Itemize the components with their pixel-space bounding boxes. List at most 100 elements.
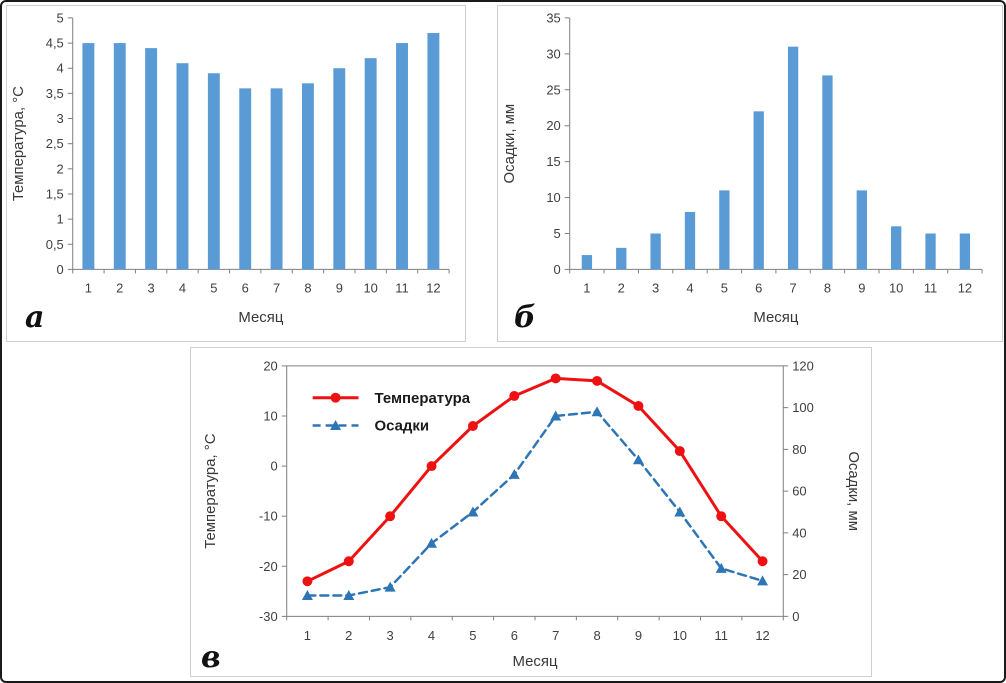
bar-month-7 (787, 46, 799, 270)
svg-text:100: 100 (792, 400, 814, 415)
svg-text:2: 2 (57, 161, 64, 176)
legend-label: Температура (374, 390, 470, 407)
svg-text:1: 1 (583, 280, 590, 295)
bar-month-11 (396, 43, 408, 270)
svg-text:8: 8 (593, 628, 600, 643)
svg-text:1: 1 (85, 280, 92, 295)
svg-text:20: 20 (792, 567, 806, 582)
bars (581, 46, 971, 270)
svg-text:1,5: 1,5 (46, 187, 64, 202)
bar-month-4 (176, 63, 189, 270)
bar-month-1 (581, 255, 593, 270)
svg-text:4: 4 (428, 628, 435, 643)
svg-text:5: 5 (721, 280, 728, 295)
right-y-axis-title: Осадки, мм (845, 451, 862, 531)
bar-month-3 (650, 233, 661, 270)
bar-month-6 (753, 111, 764, 270)
x-axis: 1 2 3 4 5 6 7 8 9 10 11 12 (72, 268, 450, 295)
right-axis: 0 20 40 60 80 100 120 (783, 358, 814, 624)
svg-text:10: 10 (673, 628, 687, 643)
svg-text:7: 7 (273, 280, 280, 295)
svg-text:3,5: 3,5 (46, 86, 64, 101)
x-axis-title: Месяц (238, 309, 283, 326)
svg-text:9: 9 (635, 628, 642, 643)
svg-text:3: 3 (148, 280, 155, 295)
svg-text:0,5: 0,5 (46, 237, 64, 252)
svg-text:0: 0 (792, 609, 799, 624)
panel-label-a: а (25, 300, 45, 335)
x-axis: 1 2 3 4 5 6 7 8 9 10 11 12 (286, 616, 784, 643)
svg-text:-30: -30 (259, 609, 278, 624)
svg-text:5: 5 (57, 10, 64, 25)
svg-text:120: 120 (792, 358, 814, 373)
svg-text:25: 25 (546, 82, 560, 97)
svg-text:5: 5 (554, 226, 561, 241)
plot-frame (286, 365, 784, 617)
svg-text:-10: -10 (259, 509, 278, 524)
svg-text:11: 11 (924, 280, 937, 295)
x-axis-title: Месяц (753, 309, 798, 326)
svg-text:7: 7 (789, 280, 796, 295)
bar-month-12 (959, 233, 971, 270)
svg-text:4: 4 (57, 61, 64, 76)
bar-month-5 (207, 73, 220, 270)
svg-text:20: 20 (263, 358, 277, 373)
panel-label-c: в (201, 640, 221, 675)
bar-month-5 (719, 190, 730, 270)
bar-month-9 (856, 190, 867, 270)
svg-text:0: 0 (554, 262, 561, 277)
panel-label-b: б (514, 300, 536, 335)
bar-month-4 (684, 211, 696, 270)
bar-month-9 (333, 68, 346, 270)
svg-text:30: 30 (546, 46, 560, 61)
svg-text:12: 12 (958, 280, 972, 295)
x-axis: 1 2 3 4 5 6 7 8 9 10 11 12 (569, 268, 983, 295)
svg-text:40: 40 (792, 525, 806, 540)
bar-month-10 (891, 226, 902, 270)
y-axis-title: Осадки, мм (501, 104, 518, 184)
svg-text:15: 15 (546, 154, 560, 169)
svg-text:1: 1 (304, 628, 311, 643)
svg-text:2: 2 (618, 280, 625, 295)
bar-month-8 (822, 75, 833, 270)
bars (82, 33, 440, 270)
svg-text:4: 4 (179, 280, 186, 295)
svg-text:9: 9 (858, 280, 865, 295)
svg-text:10: 10 (263, 409, 277, 424)
svg-text:3: 3 (387, 628, 394, 643)
svg-text:20: 20 (546, 118, 560, 133)
bar-month-2 (113, 43, 126, 270)
svg-text:6: 6 (242, 280, 249, 295)
svg-text:8: 8 (304, 280, 311, 295)
bar-month-12 (427, 33, 440, 270)
chart-c-panel: -30 -20 -10 0 10 20 0 20 40 60 80 100 120 1 2 3 4 5 6 7 8 9 10… (190, 347, 872, 677)
svg-text:4: 4 (686, 280, 693, 295)
svg-text:2: 2 (116, 280, 123, 295)
svg-text:10: 10 (546, 190, 560, 205)
svg-text:12: 12 (755, 628, 769, 643)
left-y-axis-title: Температура, °С (202, 433, 219, 548)
chart-a-panel: 0 0,5 1 1,5 2 2,5 3 3,5 4 4,5 5 1 2 3 4 5 6 7 8 9 10 11 12 Меся… (6, 5, 466, 342)
svg-text:10: 10 (363, 280, 377, 295)
bar-month-11 (925, 233, 936, 270)
svg-text:3: 3 (652, 280, 659, 295)
svg-text:0: 0 (57, 262, 64, 277)
svg-text:11: 11 (395, 280, 408, 295)
temperature-bar-chart: 00,511,522,533,544,551 2 3 4 5 6 7 8 9 10 11 12Меся… (10, 10, 450, 326)
svg-text:4,5: 4,5 (46, 36, 64, 51)
svg-text:11: 11 (714, 628, 727, 643)
svg-text:0: 0 (271, 459, 278, 474)
svg-text:3: 3 (57, 111, 64, 126)
svg-text:5: 5 (469, 628, 476, 643)
svg-text:7: 7 (552, 628, 559, 643)
bar-month-3 (145, 48, 158, 270)
chart-b-panel: 0 5 10 15 20 25 30 35 1 2 3 4 5 6 7 8 9 10 11 12 Месяц Осадки… (497, 5, 1003, 342)
legend-label: Осадки (374, 418, 429, 435)
svg-text:10: 10 (889, 280, 903, 295)
svg-text:2,5: 2,5 (46, 136, 64, 151)
left-axis: -30 -20 -10 0 10 20 (259, 358, 287, 624)
svg-text:60: 60 (792, 484, 806, 499)
